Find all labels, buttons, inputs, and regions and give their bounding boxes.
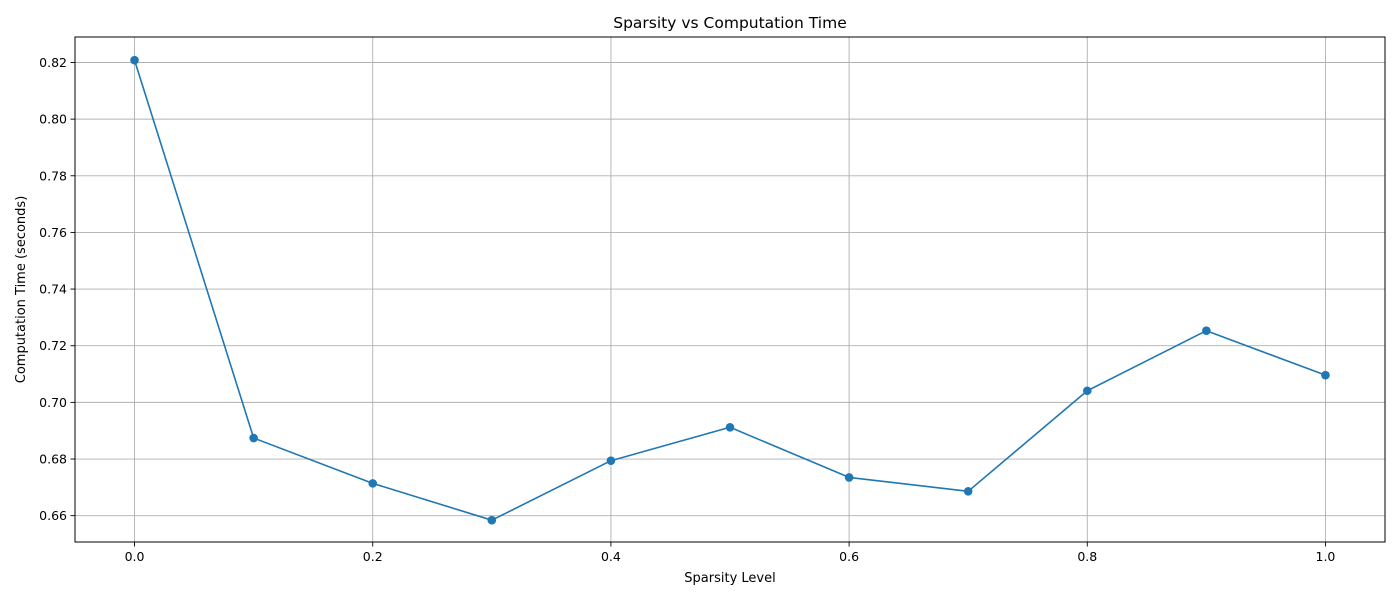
x-tick-label: 0.6	[839, 549, 859, 564]
data-point	[1082, 386, 1092, 396]
series-line	[133, 59, 1326, 521]
x-tick-label: 0.4	[601, 549, 621, 564]
x-tick-label: 0.2	[363, 549, 383, 564]
data-point	[368, 479, 378, 488]
series-line-layer	[133, 59, 1326, 521]
data-point	[844, 473, 854, 482]
data-point	[963, 487, 973, 496]
y-tick-label: 0.68	[39, 452, 67, 467]
y-axis-ticks: 0.66 0.68 0.70 0.72 0.74 0.76 0.78 0.80 0.82	[39, 55, 75, 523]
data-point	[606, 456, 616, 466]
y-tick-label: 0.70	[39, 395, 67, 410]
data-point	[249, 433, 258, 443]
data-point	[130, 55, 139, 65]
grid	[75, 37, 1385, 542]
y-tick-label: 0.66	[39, 508, 67, 523]
x-tick-label: 0.8	[1077, 549, 1097, 564]
y-axis-title: Computation Time (seconds)	[14, 196, 29, 384]
y-tick-label: 0.72	[39, 338, 67, 353]
y-tick-label: 0.76	[39, 225, 67, 240]
data-point	[487, 515, 497, 525]
data-point	[1202, 326, 1211, 336]
x-axis-title: Sparsity Level	[684, 571, 775, 586]
data-point	[725, 422, 735, 432]
x-tick-label: 1.0	[1316, 549, 1336, 564]
y-tick-label: 0.80	[39, 112, 67, 127]
data-markers	[130, 55, 1330, 525]
x-tick-label: 0.0	[125, 549, 145, 564]
x-axis-ticks: 0.0 0.2 0.4 0.6 0.8 1.0	[125, 542, 1336, 564]
y-tick-label: 0.82	[39, 55, 67, 70]
chart-title: Sparsity vs Computation Time	[613, 14, 846, 32]
data-point	[1321, 370, 1330, 380]
y-tick-label: 0.74	[39, 282, 67, 297]
y-tick-label: 0.78	[39, 168, 67, 183]
